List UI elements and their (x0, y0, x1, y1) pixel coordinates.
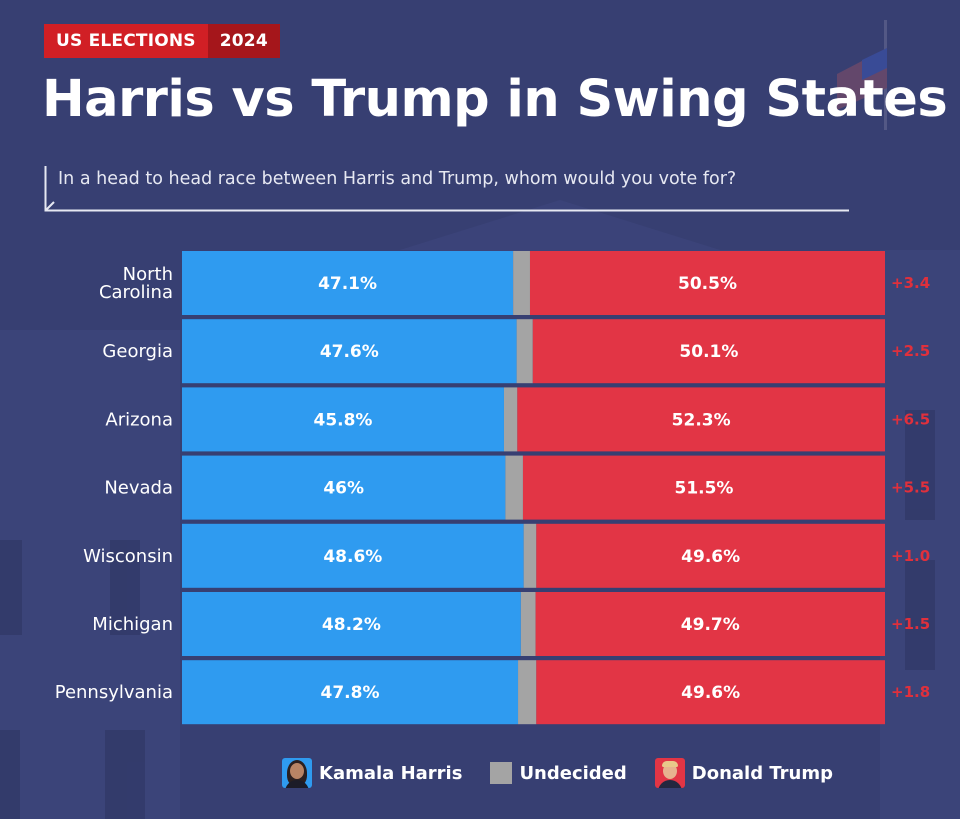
category-label: Georgia (102, 341, 173, 362)
margin-label: +6.5 (891, 410, 930, 428)
data-label-harris: 48.6% (323, 547, 382, 567)
data-label-trump: 52.3% (672, 410, 731, 430)
legend-item-trump: Donald Trump (654, 758, 834, 788)
bar-trump (522, 455, 885, 520)
bar-trump (517, 387, 885, 452)
bar-trump (529, 251, 885, 315)
legend-label-harris: Kamala Harris (319, 762, 463, 784)
data-label-harris: 47.1% (318, 274, 377, 294)
bar-harris (182, 660, 519, 725)
legend-item-undecided: Undecided (490, 762, 627, 784)
bar-harris (182, 455, 506, 520)
bar-undecided (516, 319, 533, 384)
bar-trump (535, 592, 885, 656)
chart-subtitle: In a head to head race between Harris an… (58, 169, 737, 189)
bar-undecided (523, 523, 537, 588)
badge-year: 2024 (207, 24, 280, 58)
bar-harris (182, 251, 514, 315)
margin-label: +1.8 (891, 683, 930, 701)
chart-title: Harris vs Trump in Swing States (42, 70, 948, 129)
bar-harris (182, 387, 504, 452)
data-label-harris: 47.8% (321, 683, 380, 703)
legend-label-undecided: Undecided (519, 762, 627, 784)
data-label-harris: 48.2% (322, 615, 381, 635)
data-label-trump: 51.5% (674, 479, 733, 499)
margin-label: +1.0 (891, 547, 930, 565)
margin-label: +5.5 (891, 479, 930, 497)
margin-label: +2.5 (891, 342, 930, 360)
bar-undecided (520, 592, 536, 656)
badge-label: US ELECTIONS (44, 24, 208, 58)
bar-harris (182, 319, 517, 384)
category-label: Michigan (92, 614, 173, 635)
category-badge: US ELECTIONS 2024 (44, 24, 280, 58)
legend-label-trump: Donald Trump (691, 762, 834, 784)
bar-harris (182, 523, 524, 588)
question-bracket (44, 166, 849, 212)
category-label: Wisconsin (83, 546, 173, 567)
data-label-harris: 45.8% (313, 410, 372, 430)
data-label-harris: 46% (323, 479, 364, 499)
category-label: Nevada (104, 478, 173, 499)
bar-harris (182, 592, 521, 656)
bar-trump (532, 319, 885, 384)
margin-label: +3.4 (891, 274, 930, 292)
flag-icon (837, 20, 887, 130)
data-label-trump: 49.6% (681, 683, 740, 703)
margin-label: +1.5 (891, 615, 930, 633)
chart-legend: Kamala Harris Undecided Donald Trump (282, 756, 833, 790)
category-label: Arizona (105, 409, 173, 430)
category-label: Pennsylvania (55, 682, 173, 703)
bar-undecided (505, 455, 523, 520)
data-label-harris: 47.6% (320, 342, 379, 362)
data-label-trump: 49.6% (681, 547, 740, 567)
legend-item-harris: Kamala Harris (282, 758, 462, 788)
bar-trump (536, 660, 885, 725)
trump-avatar-icon (654, 758, 685, 788)
data-label-trump: 50.1% (679, 342, 738, 362)
bar-undecided (518, 660, 537, 725)
undecided-swatch (490, 762, 513, 784)
harris-avatar-icon (282, 758, 312, 788)
bar-undecided (503, 387, 518, 452)
bar-undecided (513, 251, 530, 315)
category-label: North Carolina (99, 264, 173, 303)
bar-trump (536, 523, 885, 588)
data-label-trump: 49.7% (681, 615, 740, 635)
data-label-trump: 50.5% (678, 274, 737, 294)
